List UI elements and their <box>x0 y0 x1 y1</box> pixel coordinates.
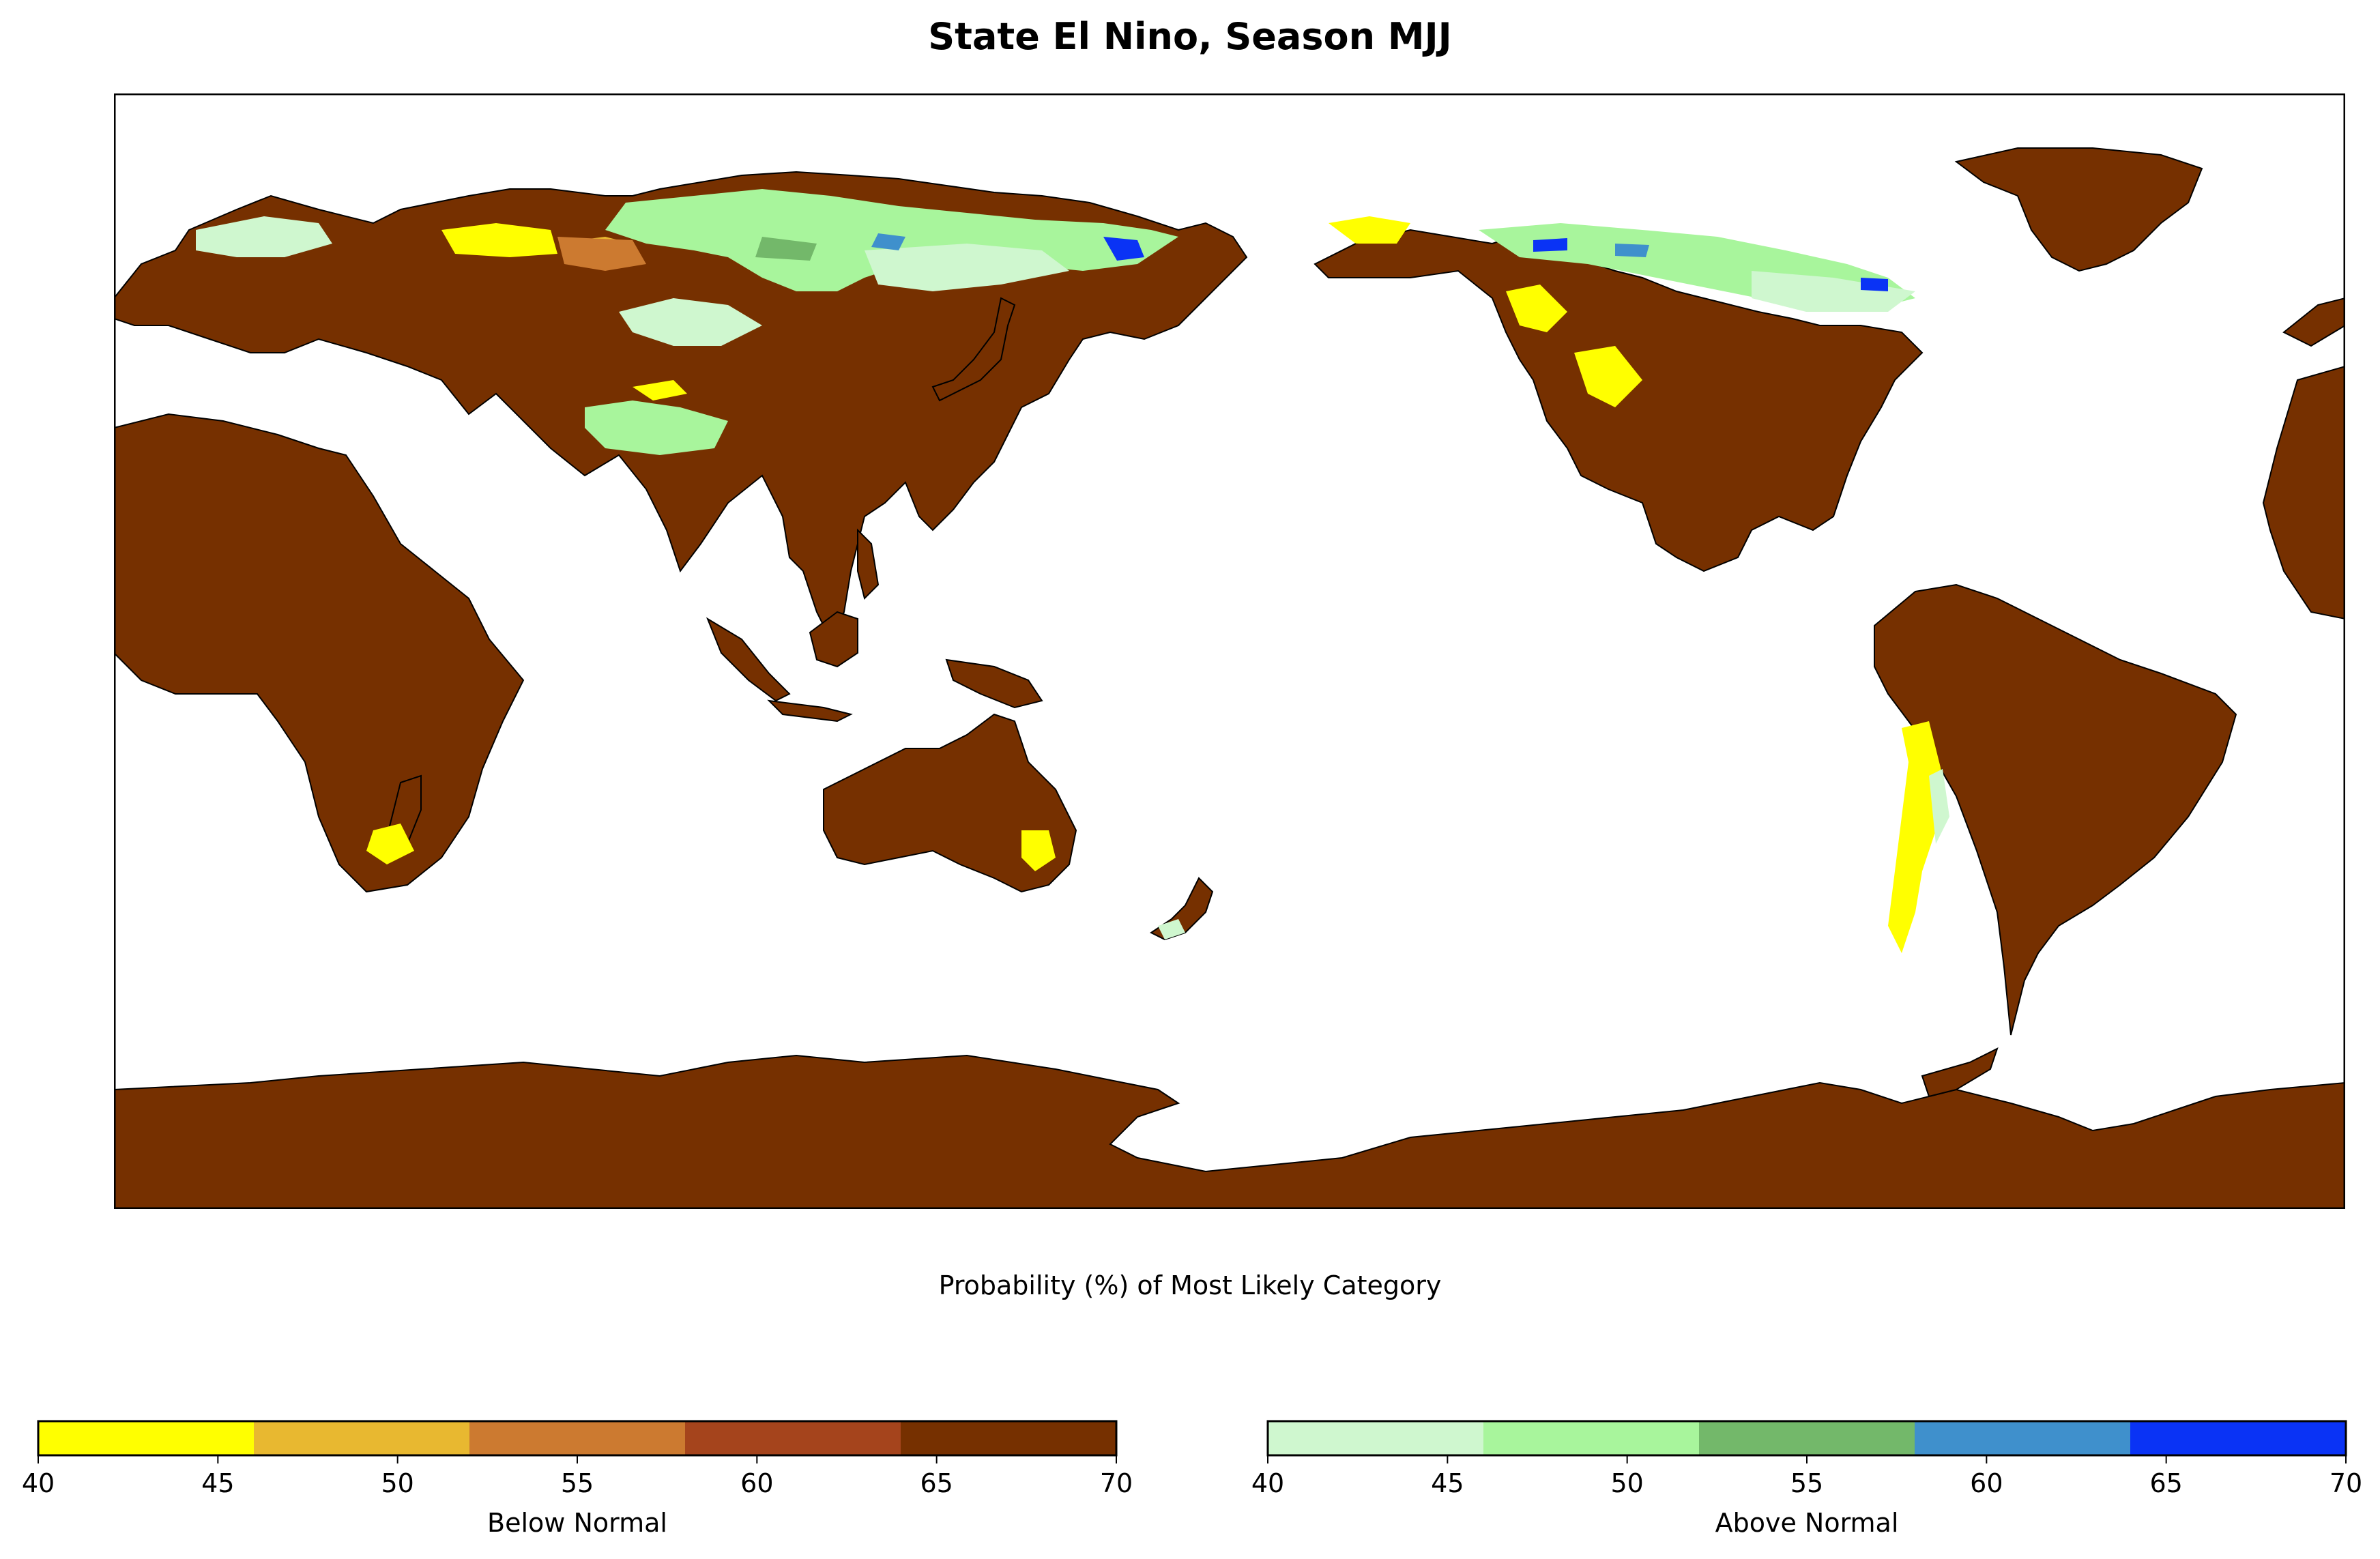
above-normal-deep-blue-1 <box>1103 237 1144 261</box>
colorbar-bin <box>2130 1421 2346 1455</box>
probability-patches <box>196 189 1949 953</box>
colorbar-bin <box>901 1421 1116 1455</box>
map-subtitle: Probability (%) of Most Likely Category <box>938 1270 1442 1300</box>
world-map <box>114 93 2345 1209</box>
above-normal-hudson-blue <box>1861 278 1888 291</box>
colorbar-tick-label: 70 <box>2329 1468 2363 1498</box>
colorbar-tick-label: 60 <box>1970 1468 2003 1498</box>
colorbar-tick-label: 65 <box>2149 1468 2183 1498</box>
below-normal-ural-yellow <box>441 223 557 257</box>
colorbar-bin <box>1699 1421 1915 1455</box>
below-normal-tibet-yellow <box>633 380 687 400</box>
colorbar-tick-label: 50 <box>1610 1468 1644 1498</box>
colorbar-tick-label: 45 <box>1431 1468 1464 1498</box>
below-normal-alaska-yellow <box>1329 216 1410 244</box>
sumatra-island <box>706 617 791 702</box>
colorbar-tick-label: 40 <box>1251 1468 1285 1498</box>
below-normal-se-australia <box>1021 830 1056 871</box>
colorbar-bin <box>1915 1421 2130 1455</box>
iberia-edge <box>2282 297 2345 347</box>
colorbar-bin <box>1483 1421 1699 1455</box>
colorbar-bin <box>38 1421 254 1455</box>
colorbar-bin <box>469 1421 685 1455</box>
above-normal-colorbar <box>1266 1420 2347 1463</box>
java-island <box>767 699 853 723</box>
above-normal-label: Above Normal <box>1715 1508 1899 1538</box>
below-normal-central-asia <box>619 298 762 346</box>
west-africa-edge <box>2262 365 2345 620</box>
above-normal-blue-1 <box>871 233 905 250</box>
map-title: State El Nino, Season MJJ <box>928 15 1452 58</box>
above-normal-canada-blue-2 <box>1615 244 1649 257</box>
philippines-islands <box>857 528 880 600</box>
colorbar-tick-label: 60 <box>740 1468 774 1498</box>
above-normal-europe <box>196 216 332 257</box>
above-normal-canada-blue <box>1533 238 1567 252</box>
colorbar-tick-label: 40 <box>21 1468 55 1498</box>
eurasia-landmass <box>114 171 1248 641</box>
colorbar-bin <box>1268 1421 1483 1455</box>
colorbar-tick-label: 70 <box>1099 1468 1133 1498</box>
above-normal-chile-light <box>1929 769 1949 844</box>
above-normal-green-1 <box>755 237 817 261</box>
below-normal-bc-yellow <box>1506 285 1567 332</box>
africa-landmass <box>114 413 525 893</box>
below-normal-ural-orange <box>557 237 646 271</box>
colorbar-bin <box>254 1421 469 1455</box>
colorbar-bin <box>685 1421 901 1455</box>
new-guinea-island <box>945 658 1043 709</box>
above-normal-siberia-light <box>865 244 1069 291</box>
land-masses <box>114 147 2345 1209</box>
antarctica-landmass <box>114 1054 2345 1209</box>
colorbar-tick-label: 50 <box>381 1468 414 1498</box>
greenland-landmass <box>1954 147 2203 272</box>
borneo-island <box>809 611 858 668</box>
japan-islands <box>931 297 1016 402</box>
colorbar-tick-label: 65 <box>920 1468 953 1498</box>
map-border <box>114 93 2345 1209</box>
colorbar-tick-label: 45 <box>201 1468 235 1498</box>
colorbar-tick-label: 55 <box>560 1468 594 1498</box>
australia-landmass <box>823 713 1077 893</box>
antarctic-peninsula <box>1921 1047 1999 1098</box>
below-normal-south-africa <box>366 824 414 864</box>
below-normal-chile-yellow <box>1888 721 1943 953</box>
below-normal-colorbar <box>37 1420 1118 1463</box>
above-normal-new-zealand <box>1158 919 1185 939</box>
below-normal-rockies-yellow <box>1574 346 1642 407</box>
below-normal-label: Below Normal <box>487 1508 667 1538</box>
above-normal-canada-light <box>1752 271 1915 312</box>
colorbar-tick-label: 55 <box>1790 1468 1824 1498</box>
south-america-landmass <box>1874 583 2237 1036</box>
above-normal-tibet <box>585 400 728 455</box>
